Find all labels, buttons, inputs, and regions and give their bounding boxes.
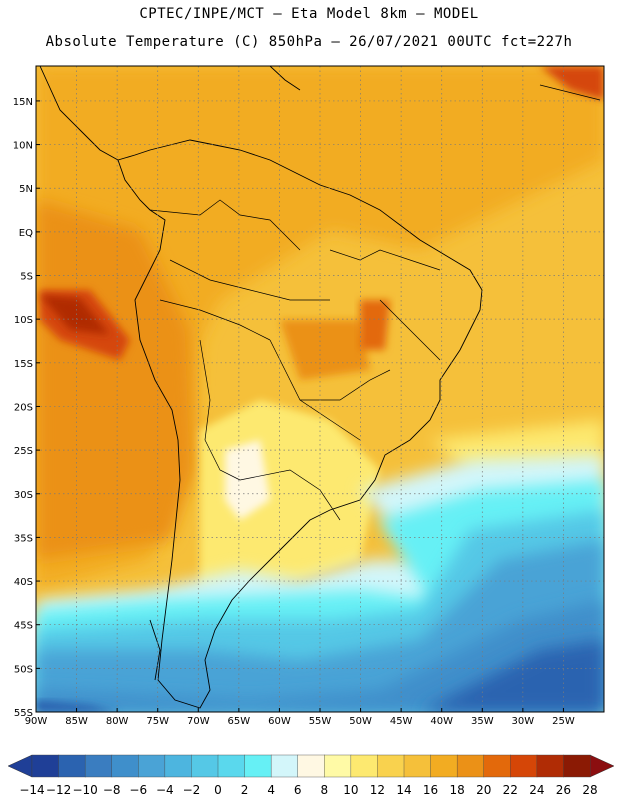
lat-tick-label: 10N	[13, 141, 33, 152]
colorbar-label: −4	[156, 783, 174, 797]
lat-tick-label: 55S	[14, 708, 33, 719]
triangle-right-icon	[589, 754, 615, 778]
colorbar-label: 26	[556, 783, 571, 797]
graticule	[36, 66, 604, 712]
lat-tick-label: 30S	[14, 490, 33, 501]
lon-tick-label: 90W	[25, 716, 48, 727]
colorbar-label: 10	[343, 783, 358, 797]
lat-tick-label: 35S	[14, 533, 33, 544]
colorbar-label: 22	[503, 783, 518, 797]
colorbar-cell	[510, 754, 538, 778]
colorbar-cell	[377, 754, 405, 778]
lon-tick-label: 30W	[512, 716, 535, 727]
colorbar-cell	[456, 754, 485, 778]
colorbar-cell	[84, 754, 113, 778]
colorbar-label: −6	[129, 783, 147, 797]
colorbar-cell	[138, 754, 166, 778]
lon-tick-label: 45W	[390, 716, 413, 727]
chart-subtitle: Absolute Temperature (C) 850hPa – 26/07/…	[45, 34, 573, 50]
colorbar-label: 24	[529, 783, 544, 797]
colorbar-label: 12	[370, 783, 385, 797]
lat-tick-label: 15S	[14, 359, 33, 370]
colorbar-label: −12	[46, 783, 71, 797]
triangle-left-icon	[7, 754, 33, 778]
colorbar-cell	[536, 754, 564, 778]
lon-tick-label: 75W	[146, 716, 169, 727]
colorbar-label: 8	[320, 783, 328, 797]
longitude-ticks: 90W 85W 80W 75W 70W 65W 60W 55W 50W 45W 40W 35W 30W 2…	[25, 708, 575, 727]
lon-tick-label: 70W	[187, 716, 210, 727]
colorbar-cell	[191, 754, 219, 778]
colorbar-label: 2	[241, 783, 249, 797]
colorbar-cell	[58, 754, 86, 778]
lon-tick-label: 25W	[552, 716, 575, 727]
lat-tick-label: 5S	[20, 272, 33, 283]
colorbar-label: 0	[214, 783, 222, 797]
lon-tick-label: 65W	[228, 716, 251, 727]
lat-tick-label: 10S	[14, 315, 33, 326]
coastline	[39, 66, 601, 709]
temperature-field	[36, 66, 604, 712]
colorbar-cell	[244, 754, 272, 778]
colorbar-cell	[324, 754, 352, 778]
lat-tick-label: 20S	[14, 402, 33, 413]
colorbar-label: 18	[450, 783, 465, 797]
lon-tick-label: 40W	[430, 716, 453, 727]
colorbar-cell	[403, 754, 432, 778]
lat-tick-label: 50S	[14, 664, 33, 675]
colorbar-cell	[430, 754, 458, 778]
colorbar-cell	[111, 754, 139, 778]
colorbar-label: −10	[72, 783, 97, 797]
lon-tick-label: 35W	[471, 716, 494, 727]
colorbar-label: 14	[396, 783, 411, 797]
lon-tick-label: 50W	[349, 716, 372, 727]
colorbar-cell	[31, 754, 60, 778]
colorbar-label: 4	[267, 783, 275, 797]
colorbar-label: 16	[423, 783, 438, 797]
colorbar-label: −2	[183, 783, 201, 797]
colorbar-cell	[270, 754, 299, 778]
colorbar-cell	[164, 754, 192, 778]
lon-tick-label: 60W	[268, 716, 291, 727]
latitude-ticks: 15N 10N 5N EQ 5S 10S 15S 20S 25S 30S 35S 40S 45S 50S 5…	[13, 97, 40, 719]
colorbar-label: −8	[103, 783, 121, 797]
colorbar-cell	[350, 754, 378, 778]
colorbar-cell	[563, 754, 591, 778]
chart-title: CPTEC/INPE/MCT – Eta Model 8km – MODEL	[139, 6, 479, 22]
lon-tick-label: 55W	[309, 716, 332, 727]
lat-tick-label: 5N	[19, 184, 33, 195]
lon-tick-label: 80W	[106, 716, 129, 727]
lat-tick-label: EQ	[19, 228, 33, 239]
colorbar-cell	[297, 754, 325, 778]
colorbar-label: 28	[582, 783, 597, 797]
colorbar-cell	[217, 754, 246, 778]
lat-tick-label: 25S	[14, 446, 33, 457]
lat-tick-label: 40S	[14, 577, 33, 588]
colorbar-cell	[483, 754, 511, 778]
colorbar-label: 6	[294, 783, 302, 797]
lat-tick-label: 15N	[13, 97, 33, 108]
colorbar-label: 20	[476, 783, 491, 797]
lon-tick-label: 85W	[65, 716, 88, 727]
colorbar: −14 −12 −10 −8 −6 −4 −2 0 2 4 6 8 10 12 14 16 18 20 22 24 26…	[7, 754, 615, 797]
colorbar-label: −14	[19, 783, 44, 797]
country-borders	[149, 199, 441, 521]
lat-tick-label: 45S	[14, 621, 33, 632]
